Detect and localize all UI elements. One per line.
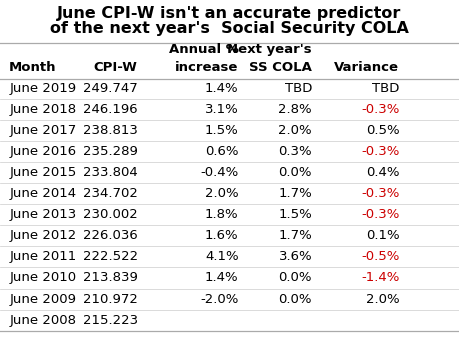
Text: 235.289: 235.289 [83,145,138,158]
Text: 2.0%: 2.0% [205,187,239,200]
Text: -0.3%: -0.3% [361,103,399,116]
Text: 0.5%: 0.5% [366,124,399,137]
Text: increase: increase [175,61,239,74]
Text: 215.223: 215.223 [83,313,138,327]
Text: June 2012: June 2012 [9,229,77,243]
Text: June 2013: June 2013 [9,208,77,221]
Text: Next year's: Next year's [228,43,312,57]
Text: 238.813: 238.813 [83,124,138,137]
Text: June 2019: June 2019 [9,82,76,95]
Text: June 2016: June 2016 [9,145,76,158]
Text: 2.0%: 2.0% [366,292,399,306]
Text: -2.0%: -2.0% [200,292,239,306]
Text: 210.972: 210.972 [83,292,138,306]
Text: June 2015: June 2015 [9,166,77,179]
Text: 222.522: 222.522 [83,250,138,264]
Text: of the next year's  Social Security COLA: of the next year's Social Security COLA [50,21,409,36]
Text: 1.5%: 1.5% [278,208,312,221]
Text: -0.3%: -0.3% [361,208,399,221]
Text: Variance: Variance [334,61,399,74]
Text: June 2014: June 2014 [9,187,76,200]
Text: 1.7%: 1.7% [278,187,312,200]
Text: 249.747: 249.747 [83,82,138,95]
Text: 1.7%: 1.7% [278,229,312,243]
Text: June 2017: June 2017 [9,124,77,137]
Text: 0.1%: 0.1% [366,229,399,243]
Text: 1.8%: 1.8% [205,208,239,221]
Text: June 2018: June 2018 [9,103,76,116]
Text: 1.4%: 1.4% [205,271,239,285]
Text: 213.839: 213.839 [83,271,138,285]
Text: 0.0%: 0.0% [279,292,312,306]
Text: Month: Month [9,61,56,74]
Text: 0.6%: 0.6% [205,145,239,158]
Text: -0.3%: -0.3% [361,187,399,200]
Text: June 2008: June 2008 [9,313,76,327]
Text: 233.804: 233.804 [83,166,138,179]
Text: CPI-W: CPI-W [94,61,138,74]
Text: 3.1%: 3.1% [205,103,239,116]
Text: 1.6%: 1.6% [205,229,239,243]
Text: 1.4%: 1.4% [205,82,239,95]
Text: 3.6%: 3.6% [279,250,312,264]
Text: -0.5%: -0.5% [361,250,399,264]
Text: 0.0%: 0.0% [279,166,312,179]
Text: 2.8%: 2.8% [279,103,312,116]
Text: 4.1%: 4.1% [205,250,239,264]
Text: June 2010: June 2010 [9,271,76,285]
Text: 0.4%: 0.4% [366,166,399,179]
Text: 226.036: 226.036 [83,229,138,243]
Text: June 2011: June 2011 [9,250,77,264]
Text: -0.3%: -0.3% [361,145,399,158]
Text: 2.0%: 2.0% [279,124,312,137]
Text: TBD: TBD [372,82,399,95]
Text: 230.002: 230.002 [83,208,138,221]
Text: -0.4%: -0.4% [201,166,239,179]
Text: SS COLA: SS COLA [249,61,312,74]
Text: 246.196: 246.196 [83,103,138,116]
Text: 0.0%: 0.0% [279,271,312,285]
Text: -1.4%: -1.4% [361,271,399,285]
Text: June 2009: June 2009 [9,292,76,306]
Text: Annual %: Annual % [169,43,239,57]
Text: June CPI-W isn't an accurate predictor: June CPI-W isn't an accurate predictor [57,6,402,21]
Text: 0.3%: 0.3% [279,145,312,158]
Text: TBD: TBD [285,82,312,95]
Text: 234.702: 234.702 [83,187,138,200]
Text: 1.5%: 1.5% [205,124,239,137]
